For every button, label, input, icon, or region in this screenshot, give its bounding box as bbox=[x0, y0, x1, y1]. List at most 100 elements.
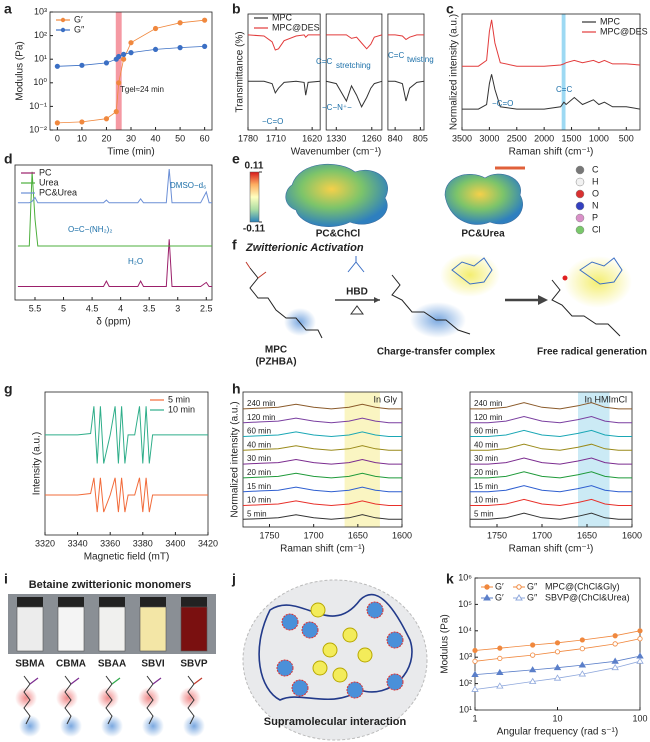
vial-cap bbox=[181, 597, 207, 607]
panel-caption: Supramolecular interaction bbox=[264, 716, 407, 728]
legend-label: MPC bbox=[272, 12, 293, 22]
series-line bbox=[45, 406, 208, 464]
colorbar-label: -0.11 bbox=[243, 224, 266, 235]
x-tick-label: 3.5 bbox=[143, 303, 156, 313]
marker bbox=[202, 43, 208, 49]
legend-group: SBVP@(ChCl&Urea) bbox=[545, 592, 630, 602]
x-axis-label: Raman shift (cm⁻¹) bbox=[280, 544, 365, 555]
colorbar bbox=[249, 171, 260, 223]
x-axis-label: Magnetic field (mT) bbox=[84, 552, 170, 563]
monomer-label: SBVP bbox=[180, 659, 208, 670]
panel-f: Zwitterionic Activation MPC (PZHBA) HBD … bbox=[245, 242, 647, 368]
marker bbox=[579, 646, 585, 652]
charge-glow bbox=[60, 715, 82, 737]
plot-title: In HMImCl bbox=[585, 394, 628, 404]
x-tick-label: 60 bbox=[200, 133, 210, 143]
trace-label: 240 min bbox=[474, 399, 502, 408]
legend-label: G″ bbox=[527, 592, 538, 602]
marker bbox=[79, 62, 85, 68]
marker bbox=[528, 666, 537, 673]
marker bbox=[611, 657, 619, 664]
panel-letter: f bbox=[232, 237, 237, 253]
x-tick-label: 0 bbox=[55, 133, 60, 143]
series-line bbox=[470, 443, 632, 451]
marker bbox=[554, 640, 561, 646]
ion bbox=[291, 679, 309, 697]
x-tick-label: 10 bbox=[77, 133, 87, 143]
vial-cap bbox=[17, 597, 43, 607]
structure bbox=[111, 677, 121, 685]
y-tick-label: 10³ bbox=[459, 652, 472, 662]
charge-glow bbox=[97, 687, 119, 709]
x-axis-label: Time (min) bbox=[107, 147, 154, 158]
trace-label: 60 min bbox=[474, 427, 498, 436]
reagent-label: HBD bbox=[346, 287, 368, 298]
scheme-title: Zwitterionic Activation bbox=[245, 242, 364, 254]
marker bbox=[471, 670, 479, 677]
vial-cap bbox=[58, 597, 84, 607]
annotation: C=C bbox=[388, 51, 404, 60]
marker bbox=[579, 637, 585, 643]
annotation: C=C bbox=[316, 57, 332, 66]
series-line bbox=[17, 171, 212, 247]
molecule-label: PC&Urea bbox=[461, 229, 505, 240]
annotation: −C−N⁺− bbox=[322, 103, 352, 112]
panel-title: Betaine zwitterionic monomers bbox=[29, 579, 192, 591]
marker bbox=[54, 120, 60, 126]
vial-cap bbox=[140, 597, 166, 607]
trace-label: 10 min bbox=[247, 496, 271, 505]
hbd bbox=[332, 667, 348, 683]
trace-label: 120 min bbox=[247, 413, 275, 422]
series-line bbox=[242, 445, 402, 451]
panel-letter: b bbox=[232, 1, 241, 17]
panel-letter: j bbox=[231, 571, 236, 587]
atom-label: N bbox=[592, 200, 599, 210]
series-line bbox=[248, 80, 321, 96]
panel-letter: a bbox=[4, 1, 12, 17]
series-line bbox=[57, 46, 205, 67]
network-nodes bbox=[276, 601, 404, 699]
legend-label: 5 min bbox=[168, 394, 190, 404]
series-line bbox=[17, 239, 212, 287]
marker bbox=[177, 20, 183, 26]
trace-label: 40 min bbox=[247, 440, 271, 449]
vial bbox=[98, 606, 126, 652]
marker bbox=[528, 677, 537, 684]
legend-label: MPC@DES bbox=[272, 22, 320, 32]
x-tick-label: 1750 bbox=[487, 530, 507, 540]
legend-marker bbox=[483, 594, 491, 601]
marker bbox=[116, 53, 122, 60]
marker bbox=[637, 636, 643, 642]
plot-frame bbox=[387, 13, 425, 131]
x-tick-label: 3400 bbox=[165, 538, 185, 548]
x-tick-label: 1 bbox=[472, 713, 477, 723]
trace-label: 15 min bbox=[474, 482, 498, 491]
x-tick-label: 3380 bbox=[133, 538, 153, 548]
marker bbox=[578, 670, 587, 677]
ion bbox=[386, 631, 404, 649]
marker bbox=[611, 663, 619, 671]
marker bbox=[497, 645, 503, 651]
structure bbox=[193, 677, 203, 685]
vial bbox=[139, 606, 167, 652]
x-tick-label: 1330 bbox=[326, 133, 346, 143]
marker bbox=[113, 109, 119, 115]
series-line bbox=[470, 457, 632, 465]
y-axis-label: Modulus (Pa) bbox=[440, 614, 451, 673]
ion bbox=[346, 681, 364, 699]
legend-label: G′ bbox=[495, 581, 504, 591]
marker bbox=[54, 63, 60, 69]
monomer-label: SBVI bbox=[141, 659, 165, 670]
atom-swatch bbox=[575, 165, 585, 175]
marker bbox=[530, 652, 536, 658]
plot-frame bbox=[461, 13, 641, 131]
structure bbox=[249, 267, 323, 339]
marker bbox=[128, 40, 134, 46]
legend-label: PC bbox=[39, 167, 52, 177]
atom-label: H bbox=[592, 176, 599, 186]
series-line bbox=[242, 500, 402, 507]
series-line bbox=[242, 486, 402, 493]
annotation: −C=O bbox=[262, 117, 283, 126]
marker bbox=[103, 116, 110, 122]
